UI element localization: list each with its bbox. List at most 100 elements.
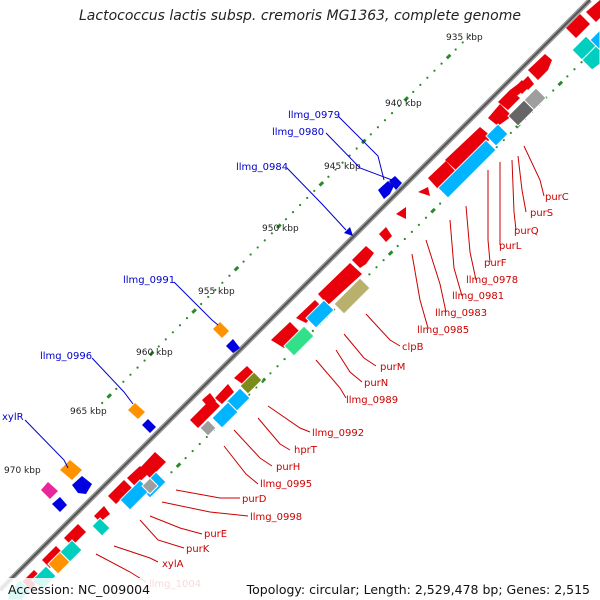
gene-block[interactable] — [437, 139, 497, 199]
gene-label-llmg_0992[interactable]: llmg_0992 — [312, 428, 364, 439]
minor-tick — [439, 202, 442, 205]
gene-label-llmg_0980[interactable]: llmg_0980 — [272, 127, 324, 138]
gene-label-llmg_0989[interactable]: llmg_0989 — [346, 395, 398, 406]
cds-llmg_0983[interactable] — [379, 227, 392, 242]
gene-label-purH[interactable]: purH — [276, 462, 300, 473]
reverse-cds-llmg_0984[interactable] — [344, 227, 353, 236]
cds-xylA[interactable] — [64, 524, 86, 546]
gene-label-purL[interactable]: purL — [499, 241, 522, 252]
major-tick — [387, 250, 394, 256]
gene-label-llmg_0978[interactable]: llmg_0978 — [466, 275, 518, 286]
gene-block[interactable] — [211, 401, 239, 429]
cds-llmg_1004[interactable] — [42, 546, 64, 568]
dark-grey-block[interactable] — [507, 99, 535, 127]
minor-tick — [178, 324, 182, 327]
gene-label-purC[interactable]: purC — [545, 192, 569, 203]
cds-llmg_0992[interactable] — [234, 366, 254, 385]
gene-label-llmg_0998[interactable]: llmg_0998 — [250, 512, 302, 523]
gene-label-llmg_0985[interactable]: llmg_0985 — [417, 325, 469, 336]
minor-tick — [509, 131, 512, 135]
olive-block[interactable] — [239, 371, 263, 395]
cds-purD[interactable] — [140, 452, 166, 478]
orange-feature[interactable] — [128, 403, 145, 419]
cds-purK[interactable] — [94, 506, 110, 522]
gene-label-llmg_0984[interactable]: llmg_0984 — [236, 162, 288, 173]
cds-purQ[interactable] — [488, 104, 512, 126]
gene-label-llmg_0981[interactable]: llmg_0981 — [452, 291, 504, 302]
cds-small[interactable] — [522, 76, 534, 90]
gene-label-purK[interactable]: purK — [186, 544, 210, 555]
minor-tick — [566, 75, 569, 78]
major-tick — [233, 265, 240, 272]
minor-tick — [269, 372, 272, 375]
minor-tick — [191, 449, 194, 453]
minor-tick — [284, 218, 288, 221]
cds-llmg_0998[interactable] — [127, 466, 148, 486]
cds-small[interactable] — [516, 80, 528, 94]
cds-small[interactable] — [202, 393, 216, 407]
forward-strand-cds — [20, 0, 600, 592]
cds-purE[interactable] — [108, 480, 132, 504]
reverse-cds-llmg_0996[interactable] — [142, 419, 156, 433]
cds-purC[interactable] — [528, 54, 552, 80]
cds-purH[interactable] — [190, 398, 220, 428]
cds-hprT[interactable] — [215, 384, 234, 404]
magenta-feature[interactable] — [41, 482, 58, 499]
gene-label-purQ[interactable]: purQ — [514, 226, 539, 237]
minor-tick — [122, 380, 125, 383]
forward-label-leaders — [95, 145, 545, 583]
gene-label-purE[interactable]: purE — [204, 529, 227, 540]
cds-block[interactable] — [586, 0, 600, 22]
clpB-block[interactable] — [333, 277, 371, 315]
minor-tick — [207, 295, 210, 299]
minor-tick — [115, 387, 118, 390]
minor-tick — [205, 435, 208, 439]
grey-block[interactable] — [141, 477, 159, 495]
teal-block[interactable] — [91, 517, 111, 537]
gene-label-llmg_0996[interactable]: llmg_0996 — [40, 351, 92, 362]
gene-block[interactable] — [305, 299, 335, 329]
minor-tick — [242, 260, 245, 263]
reverse-cds-llmg_0991[interactable] — [226, 339, 240, 353]
gene-label-hprT[interactable]: hprT — [294, 445, 318, 456]
cds-clpB[interactable] — [318, 263, 362, 305]
major-tick — [403, 96, 410, 102]
cds-block[interactable] — [566, 14, 590, 38]
cds-purN[interactable] — [271, 322, 300, 348]
reverse-cds-xylR[interactable] — [72, 476, 92, 494]
cds-llmg_0985[interactable] — [352, 246, 374, 268]
minor-tick — [433, 69, 436, 72]
gene-label-xylR[interactable]: xylR — [2, 412, 24, 423]
minor-tick — [573, 68, 576, 71]
gene-label-purS[interactable]: purS — [530, 208, 553, 219]
cds-llmg_0981[interactable] — [396, 207, 406, 219]
gene-label-llmg_0983[interactable]: llmg_0983 — [435, 308, 487, 319]
cds-purM[interactable] — [296, 300, 322, 323]
minor-tick — [461, 41, 464, 44]
cds-purL[interactable] — [445, 127, 492, 172]
gene-block[interactable] — [485, 123, 509, 147]
orange-feature[interactable] — [213, 322, 229, 338]
gene-label-llmg_0979[interactable]: llmg_0979 — [288, 110, 340, 121]
gene-label-llmg_0991[interactable]: llmg_0991 — [123, 275, 175, 286]
teal-block[interactable] — [581, 45, 600, 71]
gene-label-llmg_0995[interactable]: llmg_0995 — [260, 479, 312, 490]
reverse-cds-llmg_0980[interactable] — [389, 176, 402, 190]
minor-tick — [424, 216, 428, 219]
cds-purF[interactable] — [428, 161, 456, 189]
grey-block[interactable] — [199, 419, 217, 437]
orange-block[interactable] — [47, 551, 71, 575]
gene-label-purF[interactable]: purF — [484, 258, 507, 269]
gene-label-purN[interactable]: purN — [364, 378, 388, 389]
gene-label-purD[interactable]: purD — [242, 494, 267, 505]
reverse-cds[interactable] — [52, 497, 67, 512]
gene-label-purM[interactable]: purM — [380, 362, 405, 373]
orange-feature-xylR[interactable] — [60, 460, 82, 480]
green-block[interactable] — [283, 325, 315, 357]
gene-label-clpB[interactable]: clpB — [402, 342, 424, 353]
major-tick — [276, 223, 282, 230]
cds-llmg_0978[interactable] — [418, 187, 430, 196]
gene-label-xylA[interactable]: xylA — [162, 559, 184, 570]
reverse-cds-llmg_0979[interactable] — [378, 181, 394, 199]
tick-label: 935 kbp — [446, 33, 483, 43]
